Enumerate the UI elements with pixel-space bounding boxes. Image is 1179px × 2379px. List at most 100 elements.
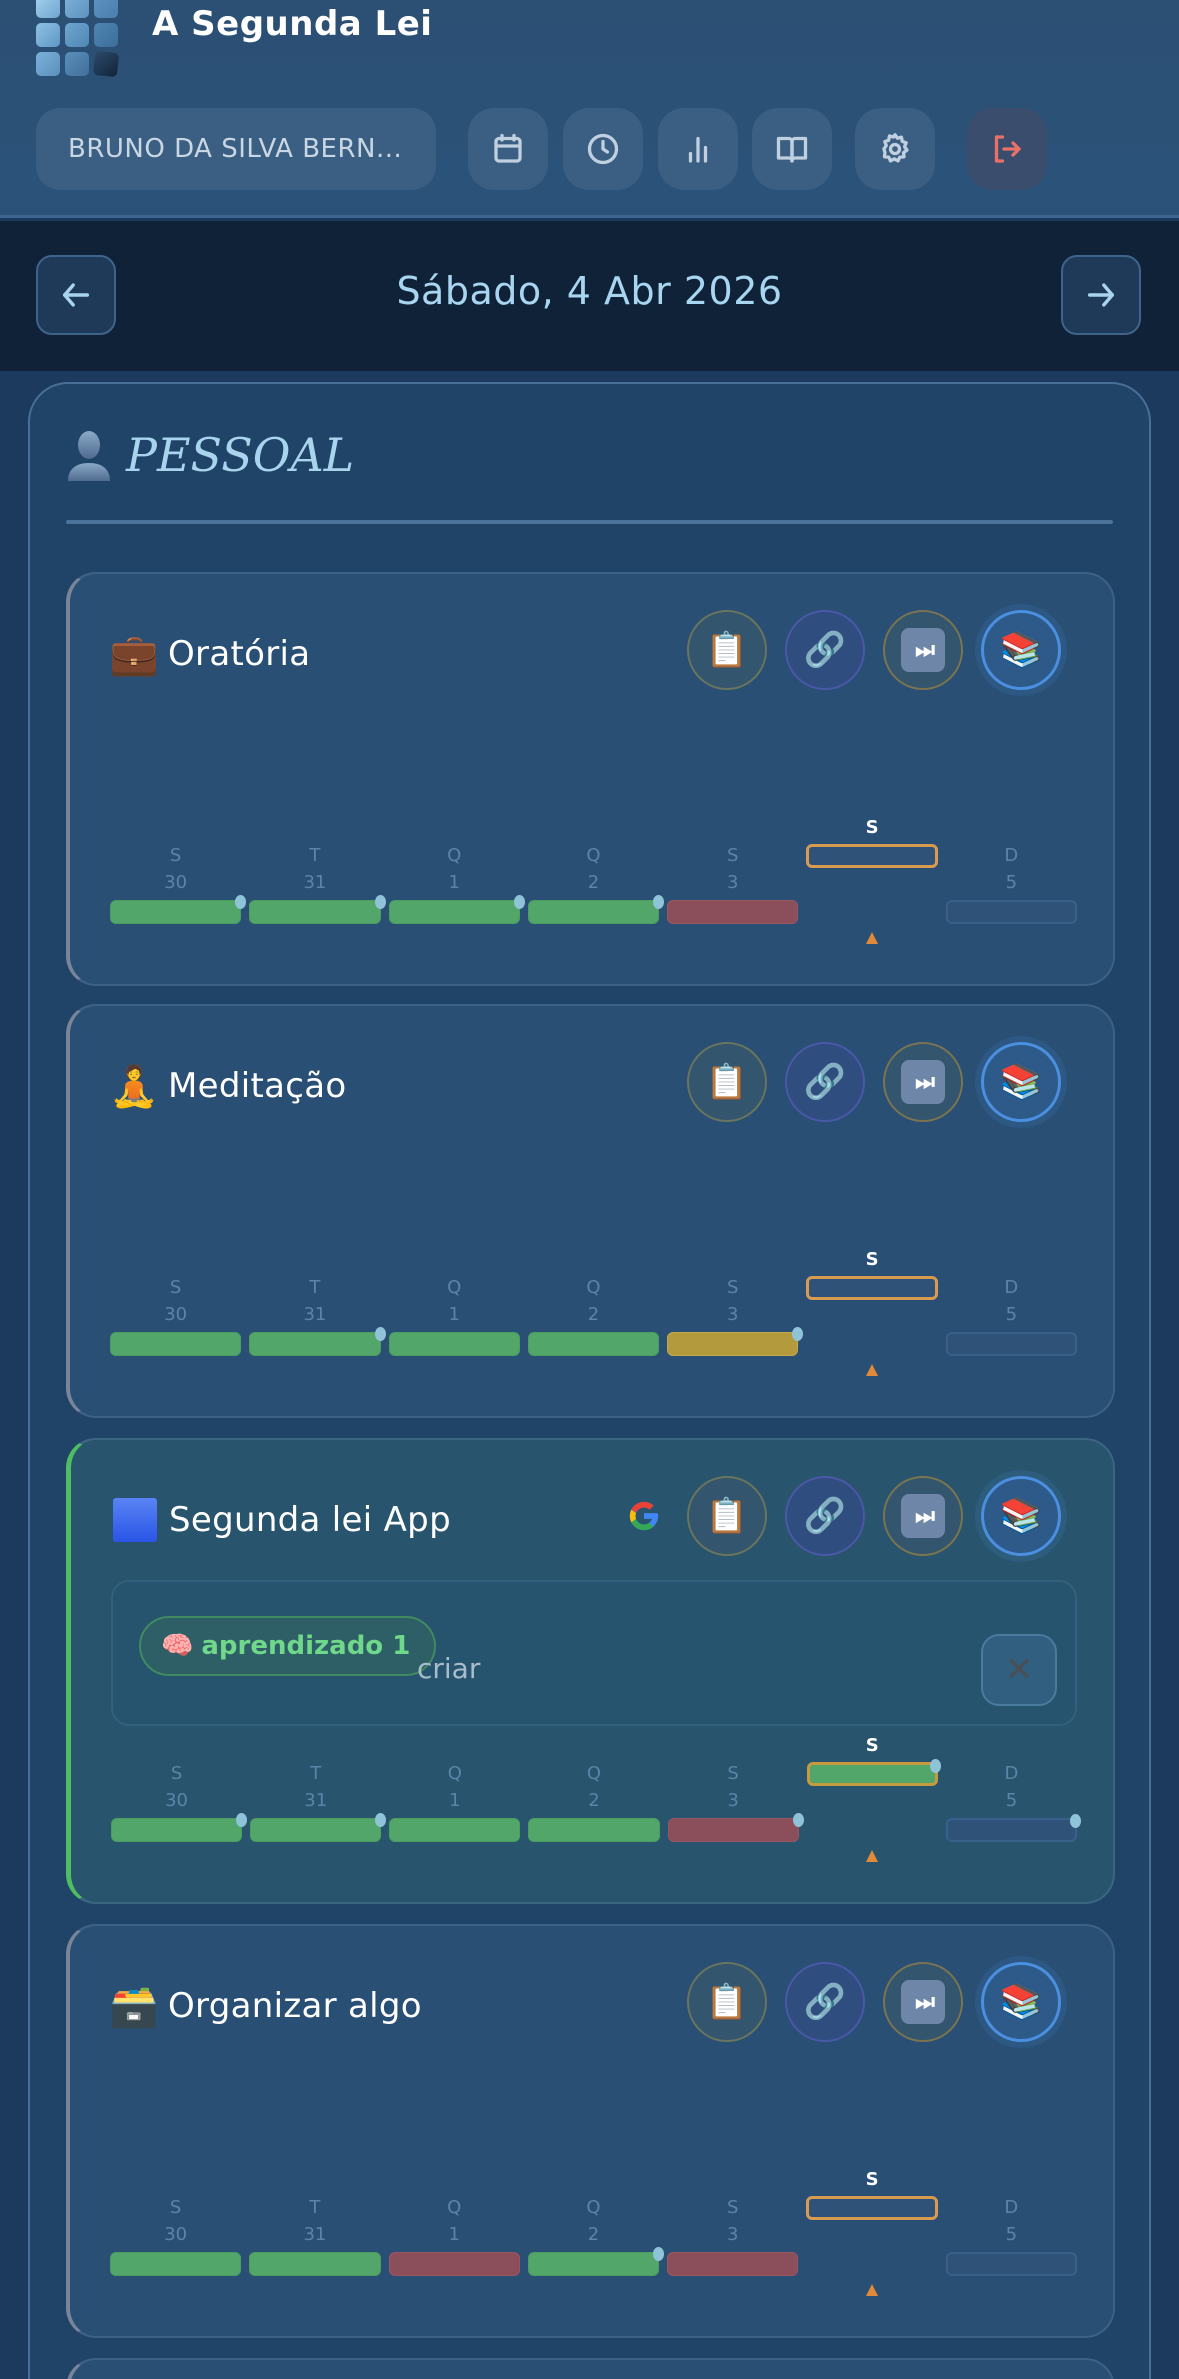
day-status-bar[interactable]: [249, 1327, 386, 1356]
today-marker-icon: [866, 2284, 879, 2296]
day-status-bar[interactable]: [110, 1332, 242, 1356]
day-status-bar[interactable]: [111, 1813, 248, 1842]
logout-button[interactable]: [967, 108, 1047, 190]
day-status-bar[interactable]: [806, 1276, 938, 1300]
day-status-bar[interactable]: [527, 895, 665, 924]
day-cell[interactable]: S 30: [110, 2194, 242, 2276]
day-status-bar[interactable]: [667, 900, 799, 924]
notes-button[interactable]: 📋: [687, 1476, 767, 1556]
day-status-bar[interactable]: [388, 1332, 520, 1356]
settings-button[interactable]: [855, 108, 935, 190]
learnings-tags-box: 🧠 aprendizado 1 criar ✕: [111, 1580, 1077, 1726]
day-status-bar[interactable]: [527, 1332, 660, 1356]
day-status-bar[interactable]: [667, 1813, 804, 1842]
notes-button[interactable]: 📋: [687, 1962, 767, 2042]
stats-button[interactable]: [658, 108, 738, 190]
day-cell[interactable]: S4: [806, 1735, 941, 1862]
day-status-bar[interactable]: [806, 844, 938, 868]
habit-card-active[interactable]: Segunda lei App 📋 🔗 ⏭ 📚 🧠 aprendizado 1 …: [66, 1438, 1115, 1904]
day-status-bar[interactable]: [249, 2252, 381, 2276]
link-button[interactable]: 🔗: [785, 1042, 865, 1122]
skip-button[interactable]: ⏭: [883, 610, 963, 690]
next-day-button[interactable]: [1061, 255, 1141, 335]
day-status-bar[interactable]: [806, 2196, 938, 2220]
day-letter: T: [310, 1763, 322, 1784]
habit-card[interactable]: 🗃️ Organizar algo 📋 🔗 ⏭ 📚 S30T31Q1Q2S3S4…: [66, 1924, 1115, 2338]
close-tags-button[interactable]: ✕: [981, 1634, 1057, 1706]
day-letter: Q: [447, 1763, 462, 1784]
habit-card[interactable]: 💼 Oratória 📋 🔗 ⏭ 📚 S30T31Q1Q2S3S4D5: [66, 572, 1115, 986]
day-status-bar[interactable]: [945, 2252, 1077, 2276]
skip-button[interactable]: ⏭: [883, 1962, 963, 2042]
calendar-button[interactable]: [468, 108, 548, 190]
previous-day-button[interactable]: [36, 255, 116, 335]
learnings-button[interactable]: 📚: [981, 610, 1061, 690]
day-cell[interactable]: S4: [806, 1249, 938, 1376]
day-cell[interactable]: T 31: [249, 842, 386, 924]
link-icon: 🔗: [803, 630, 847, 670]
day-status-bar[interactable]: [806, 1759, 941, 1786]
day-status-bar[interactable]: [388, 895, 525, 924]
user-name-chip[interactable]: BRUNO DA SILVA BERN...: [36, 108, 436, 190]
skip-button[interactable]: ⏭: [883, 1476, 963, 1556]
day-status-bar[interactable]: [110, 895, 247, 924]
notes-button[interactable]: 📋: [687, 610, 767, 690]
day-status-bar[interactable]: [527, 2247, 665, 2276]
learnings-button[interactable]: 📚: [981, 1042, 1061, 1122]
link-button[interactable]: 🔗: [785, 610, 865, 690]
day-status-bar[interactable]: [110, 2252, 242, 2276]
day-letter: D: [1004, 2197, 1019, 2218]
learnings-button[interactable]: 📚: [981, 1962, 1061, 2042]
history-button[interactable]: [563, 108, 643, 190]
day-status-bar[interactable]: [250, 1813, 387, 1842]
day-status-bar[interactable]: [945, 1814, 1081, 1842]
link-button[interactable]: 🔗: [785, 1962, 865, 2042]
link-button[interactable]: 🔗: [785, 1476, 865, 1556]
day-letter: S: [169, 2197, 182, 2218]
day-cell[interactable]: S4: [806, 2169, 938, 2296]
learning-tag[interactable]: 🧠 aprendizado 1: [139, 1616, 437, 1676]
skip-button[interactable]: ⏭: [883, 1042, 963, 1122]
day-status-bar[interactable]: [667, 1327, 804, 1356]
day-status-bar[interactable]: [945, 1332, 1077, 1356]
day-number: 5: [1005, 872, 1018, 893]
day-status-bar[interactable]: [528, 1818, 660, 1842]
day-cell[interactable]: S 30: [111, 1760, 248, 1842]
day-cell[interactable]: S 30: [110, 842, 247, 924]
day-cell[interactable]: S 30: [110, 1274, 242, 1356]
day-status-bar[interactable]: [945, 900, 1077, 924]
tag-input[interactable]: criar: [417, 1652, 481, 1685]
day-status-bar[interactable]: [249, 895, 386, 924]
section-header[interactable]: PESSOAL: [66, 428, 354, 482]
notes-button[interactable]: 📋: [687, 1042, 767, 1122]
day-status-bar[interactable]: [667, 2252, 799, 2276]
day-cell[interactable]: T 31: [250, 1760, 387, 1842]
day-status-bar[interactable]: [388, 2252, 520, 2276]
journal-button[interactable]: [752, 108, 832, 190]
day-letter: S: [169, 1277, 182, 1298]
day-cell[interactable]: T 31: [249, 1274, 386, 1356]
day-cell[interactable]: S4: [806, 817, 938, 944]
learnings-button[interactable]: 📚: [981, 1476, 1061, 1556]
habit-card[interactable]: [66, 2358, 1115, 2379]
habit-card[interactable]: 🧘 Meditação 📋 🔗 ⏭ 📚 S30T31Q1Q2S3S4D5: [66, 1004, 1115, 1418]
google-icon[interactable]: [627, 1499, 661, 1533]
day-status-bar[interactable]: [389, 1818, 521, 1842]
day-cell[interactable]: T 31: [249, 2194, 381, 2276]
